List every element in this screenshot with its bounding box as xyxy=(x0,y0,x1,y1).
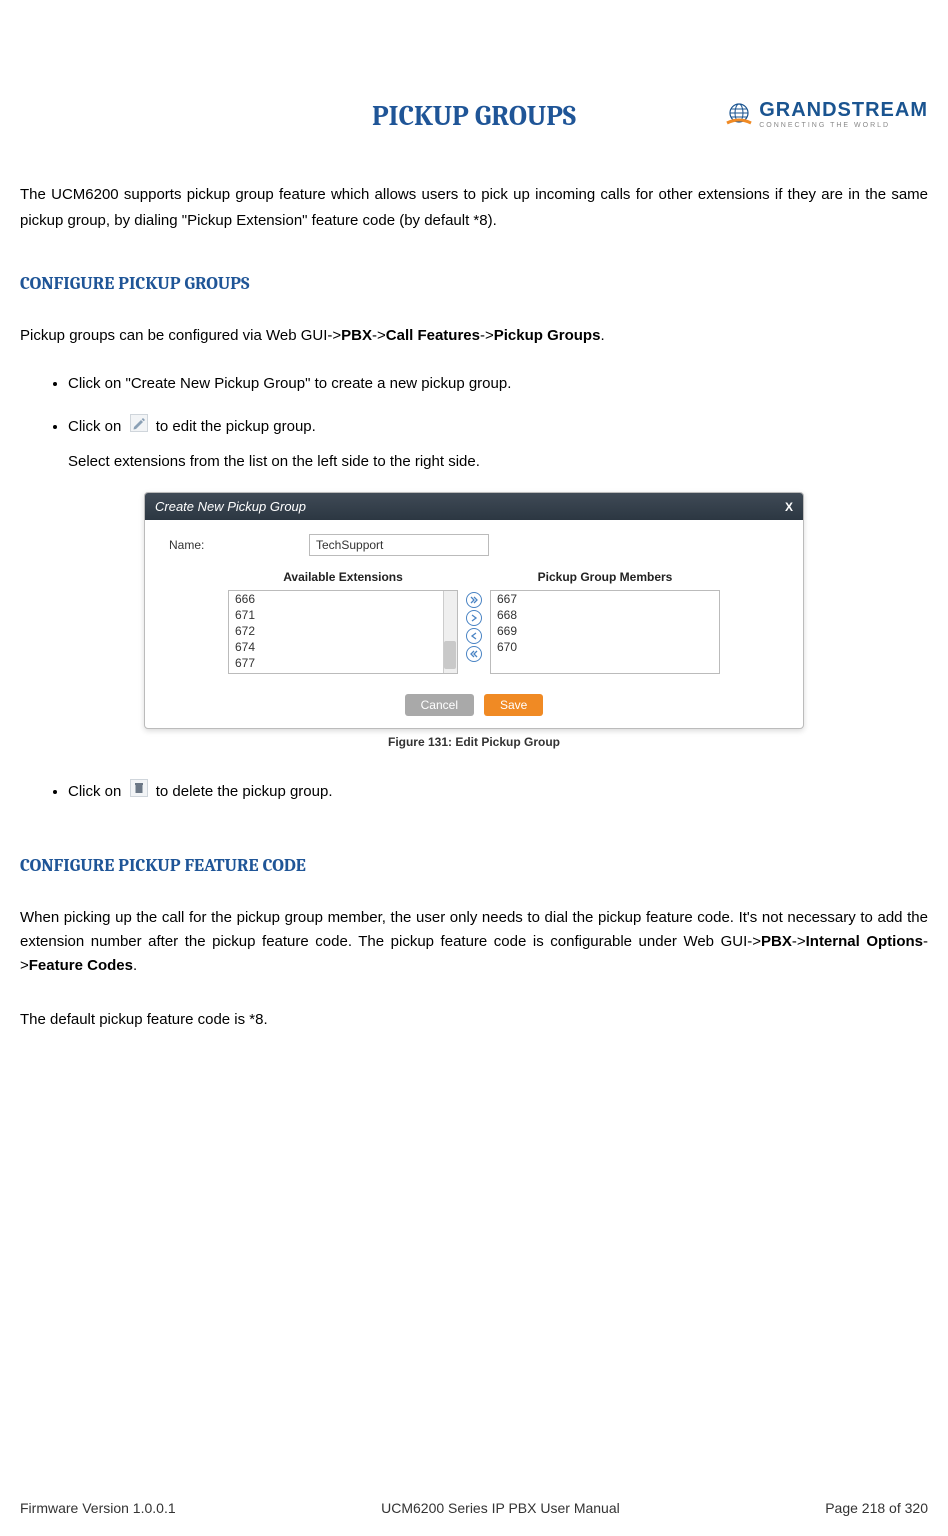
members-listbox[interactable]: 667668669670 xyxy=(490,590,720,674)
section-configure-groups: CONFIGURE PICKUP GROUPS xyxy=(20,273,928,294)
list-option[interactable]: 669 xyxy=(491,623,719,639)
transfer-buttons xyxy=(466,592,482,662)
dialog-body: Name: Available Extensions 6666716726746… xyxy=(145,520,803,688)
available-title: Available Extensions xyxy=(283,570,403,584)
text: Pickup groups can be configured via Web … xyxy=(20,327,341,344)
dialog-title: Create New Pickup Group xyxy=(155,499,306,514)
breadcrumb-internal-options: Internal Options xyxy=(806,933,923,950)
list-option[interactable]: 681 xyxy=(229,671,457,674)
save-button[interactable]: Save xyxy=(484,694,543,716)
default-code-paragraph: The default pickup feature code is *8. xyxy=(20,1008,928,1032)
move-all-left-button[interactable] xyxy=(466,646,482,662)
lists-row: Available Extensions 666671672674677681 xyxy=(169,570,779,674)
breadcrumb-call-features: Call Features xyxy=(386,327,480,344)
dialog-header: Create New Pickup Group X xyxy=(145,493,803,520)
edit-icon xyxy=(130,414,148,440)
available-listbox[interactable]: 666671672674677681 xyxy=(228,590,458,674)
list-option[interactable]: 672 xyxy=(229,623,457,639)
available-column: Available Extensions 666671672674677681 xyxy=(228,570,458,674)
brand-logo: GRANDSTREAM CONNECTING THE WORLD xyxy=(725,100,928,129)
instruction-list: Click on "Create New Pickup Group" to cr… xyxy=(20,372,928,474)
list-item: Click on to delete the pickup group. xyxy=(68,779,928,805)
sub-instruction: Select extensions from the list on the l… xyxy=(68,450,928,474)
breadcrumb-feature-codes: Feature Codes xyxy=(29,957,133,974)
list-option[interactable]: 674 xyxy=(229,639,457,655)
footer-manual-title: UCM6200 Series IP PBX User Manual xyxy=(381,1500,620,1516)
name-input[interactable] xyxy=(309,534,489,556)
text: Click on xyxy=(68,418,126,435)
dialog-create-pickup-group: Create New Pickup Group X Name: Availabl… xyxy=(144,492,804,729)
name-row: Name: xyxy=(169,534,779,556)
globe-icon xyxy=(725,101,753,129)
scrollbar[interactable] xyxy=(443,591,457,673)
close-icon[interactable]: X xyxy=(785,500,793,514)
list-option[interactable]: 667 xyxy=(491,591,719,607)
breadcrumb-pbx: PBX xyxy=(341,327,372,344)
brand-tagline: CONNECTING THE WORLD xyxy=(759,122,928,129)
text: When picking up the call for the pickup … xyxy=(20,909,928,950)
document-page: GRANDSTREAM CONNECTING THE WORLD PICKUP … xyxy=(0,100,948,1536)
cancel-button[interactable]: Cancel xyxy=(405,694,474,716)
scrollbar-thumb[interactable] xyxy=(444,641,456,669)
list-option[interactable]: 666 xyxy=(229,591,457,607)
feature-code-paragraph: When picking up the call for the pickup … xyxy=(20,906,928,978)
dialog-footer: Cancel Save xyxy=(145,688,803,728)
breadcrumb-pbx: PBX xyxy=(761,933,792,950)
text: to edit the pickup group. xyxy=(156,418,316,435)
list-option[interactable]: 677 xyxy=(229,655,457,671)
delete-icon xyxy=(130,779,148,805)
move-right-button[interactable] xyxy=(466,610,482,626)
members-column: Pickup Group Members 667668669670 xyxy=(490,570,720,674)
configure-path-paragraph: Pickup groups can be configured via Web … xyxy=(20,324,928,348)
list-item: Click on "Create New Pickup Group" to cr… xyxy=(68,372,928,396)
list-option[interactable]: 670 xyxy=(491,639,719,655)
section-configure-feature-code: CONFIGURE PICKUP FEATURE CODE xyxy=(20,855,928,876)
footer-firmware: Firmware Version 1.0.0.1 xyxy=(20,1500,176,1516)
members-title: Pickup Group Members xyxy=(538,570,673,584)
brand-name: GRANDSTREAM xyxy=(759,100,928,120)
footer-page-number: Page 218 of 320 xyxy=(825,1500,928,1516)
move-left-button[interactable] xyxy=(466,628,482,644)
list-option[interactable]: 671 xyxy=(229,607,457,623)
text: Click on xyxy=(68,783,126,800)
figure-edit-pickup-group: Create New Pickup Group X Name: Availabl… xyxy=(20,492,928,749)
breadcrumb-pickup-groups: Pickup Groups xyxy=(494,327,601,344)
page-footer: Firmware Version 1.0.0.1 UCM6200 Series … xyxy=(20,1500,928,1516)
figure-caption: Figure 131: Edit Pickup Group xyxy=(388,735,560,749)
move-all-right-button[interactable] xyxy=(466,592,482,608)
list-option[interactable]: 668 xyxy=(491,607,719,623)
instruction-list-2: Click on to delete the pickup group. xyxy=(20,779,928,805)
name-label: Name: xyxy=(169,538,309,552)
intro-paragraph: The UCM6200 supports pickup group featur… xyxy=(20,182,928,233)
list-item: Click on to edit the pickup group. Selec… xyxy=(68,414,928,474)
text: to delete the pickup group. xyxy=(156,783,333,800)
